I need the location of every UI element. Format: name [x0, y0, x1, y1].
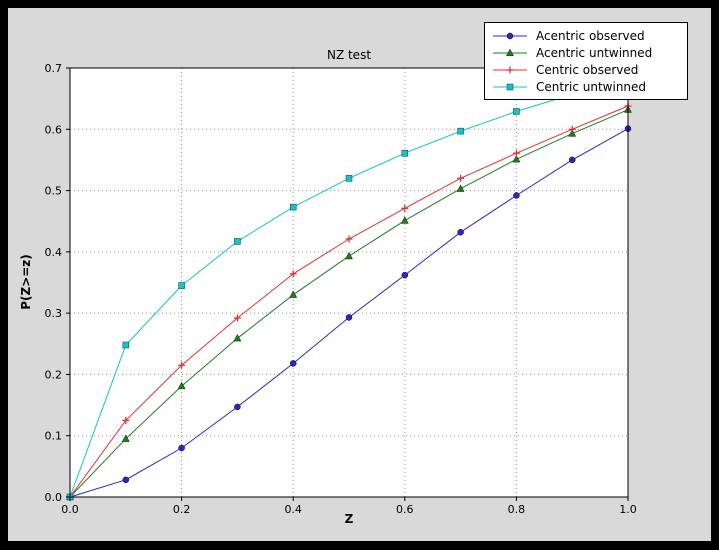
legend-label: Centric untwinned [536, 79, 647, 94]
x-tick-label: 0.4 [284, 503, 302, 516]
y-tick-label: 0.7 [45, 62, 63, 75]
y-tick-label: 0.4 [45, 246, 63, 259]
x-tick-label: 0.0 [61, 503, 79, 516]
legend-label: Centric observed [536, 62, 639, 77]
x-tick-label: 0.2 [173, 503, 191, 516]
x-axis-label: Z [344, 512, 354, 526]
legend-item: Centric observed [491, 61, 681, 78]
tick-marks [66, 67, 629, 501]
y-tick-label: 0.0 [45, 491, 63, 504]
chart-title: NZ test [326, 48, 372, 62]
y-tick-label: 0.2 [45, 368, 63, 381]
y-axis-label: P(Z>=z) [19, 254, 33, 310]
axes-background [70, 68, 628, 497]
y-tick-label: 0.6 [45, 123, 63, 136]
legend-item: Acentric untwinned [491, 44, 681, 61]
legend-item: Centric untwinned [491, 78, 681, 95]
legend-line-square-icon [493, 83, 527, 90]
legend-line-triangle-icon [493, 48, 527, 56]
x-tick-label: 0.8 [508, 503, 526, 516]
x-tick-label: 1.0 [619, 503, 637, 516]
x-tick-label: 0.6 [396, 503, 414, 516]
y-tick-label: 0.3 [45, 307, 63, 320]
y-tick-label: 0.5 [45, 185, 63, 198]
legend-line-circle-icon [493, 32, 527, 39]
tick-labels: 0.0 0.2 0.4 0.6 0.8 1.0 0.0 0.1 0.2 0.3 0.4 0.5 0.6 0… [45, 62, 637, 516]
axes-frame [69, 67, 629, 498]
legend: Acentric observed Acentric untwinned Cen… [484, 22, 688, 100]
legend-label: Acentric untwinned [536, 45, 653, 60]
legend-line-plus-icon [493, 66, 527, 73]
y-tick-label: 0.1 [45, 430, 63, 443]
legend-item: Acentric observed [491, 27, 681, 44]
legend-label: Acentric observed [536, 28, 645, 43]
